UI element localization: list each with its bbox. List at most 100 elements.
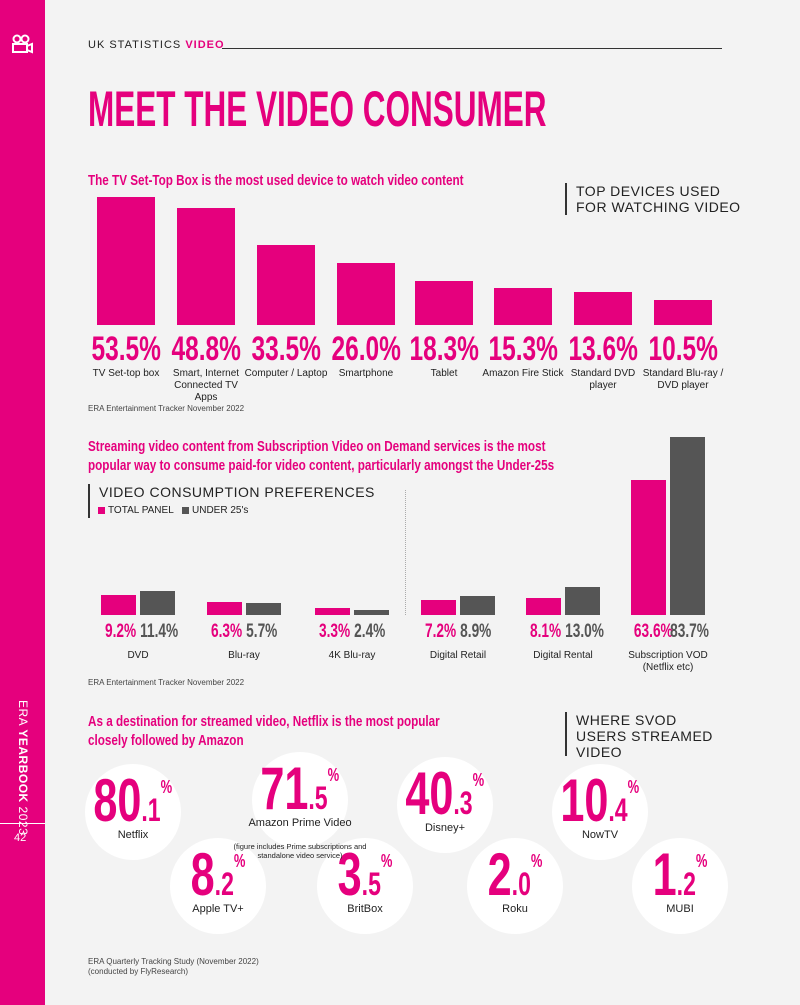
value-label: 8.9%	[460, 621, 492, 642]
value-label-box: 10.4%	[530, 757, 670, 847]
circle	[397, 757, 493, 853]
value-label-box: 8.2%	[148, 831, 288, 921]
value-label-box: 33.5%	[236, 330, 336, 369]
value-label: 53.5%	[91, 330, 161, 368]
circle	[170, 838, 266, 934]
bar	[97, 197, 155, 325]
x-tick-label: Amazon Fire Stick	[482, 368, 564, 379]
value-label: 2.0%	[487, 841, 543, 908]
x-tick-label: 4K Blu-ray	[328, 650, 376, 661]
circle	[552, 764, 648, 860]
x-tick-label: Digital Rental	[533, 650, 593, 661]
bar	[246, 602, 281, 615]
value-label-box: 9.2%	[88, 621, 138, 643]
sidebar-label: ERA YEARBOOK 2023	[16, 700, 30, 835]
chart-title: The TV Set-Top Box is the most used devi…	[88, 172, 464, 189]
x-tick-label: Standard Blu-ray / DVD player	[642, 368, 724, 391]
category-label: MUBI	[666, 903, 694, 915]
bar	[654, 299, 712, 325]
value-label: 71.5%	[260, 755, 340, 822]
circle	[317, 838, 413, 934]
topic: VIDEO	[185, 39, 225, 51]
value-label: 6.3%	[210, 621, 242, 642]
value-label-box: 1.2%	[610, 831, 750, 921]
bar	[421, 599, 456, 615]
header-rule	[222, 48, 722, 49]
value-label-box: 7.2%	[408, 621, 458, 643]
value-label-box: 80.1%	[63, 757, 203, 847]
value-label: 3.3%	[318, 621, 350, 642]
category-label: BritBox	[347, 903, 383, 915]
x-tick-label: DVD	[127, 650, 149, 661]
value-label: 83.7%	[670, 621, 709, 642]
value-label-box: 13.6%	[553, 330, 653, 369]
annotation: (figure includes Prime subscriptions and…	[233, 842, 367, 860]
value-label-box: 8.1%	[513, 621, 563, 643]
value-label-box: 6.3%	[194, 621, 244, 643]
bar	[140, 590, 175, 615]
value-label: 15.3%	[488, 330, 558, 368]
x-tick-label: Tablet	[430, 368, 458, 379]
bar	[315, 607, 350, 615]
legend-swatch	[98, 507, 105, 514]
publication: ERA	[16, 700, 30, 726]
category-label: Roku	[502, 903, 528, 915]
legend-swatch	[182, 507, 189, 514]
value-label-box: 2.0%	[445, 831, 585, 921]
bar	[177, 208, 235, 325]
value-label: 10.5%	[648, 330, 718, 368]
value-label: 7.2%	[424, 621, 456, 642]
value-label: 8.2%	[190, 841, 246, 908]
value-label-box: 18.3%	[394, 330, 494, 369]
bar	[207, 601, 242, 615]
value-label: 8.1%	[529, 621, 561, 642]
value-label-box: 83.7%	[668, 621, 718, 643]
camera-icon	[12, 34, 33, 54]
value-label-box: 63.6%	[618, 621, 673, 643]
page-title: MEET THE VIDEO CONSUMER	[88, 81, 547, 137]
value-label: 5.7%	[246, 621, 278, 642]
sidebar-rule	[0, 823, 45, 824]
bar	[526, 597, 561, 615]
bar	[354, 609, 389, 615]
value-label: 3.5%	[337, 841, 393, 908]
bar	[257, 244, 315, 325]
category-label: Netflix	[117, 829, 149, 841]
category-label: NowTV	[581, 829, 619, 841]
source: (conducted by FlyResearch)	[88, 967, 189, 976]
chart-heading: WHERE SVOD USERS STREAMED VIDEO	[565, 712, 726, 760]
value-label-box: 8.9%	[458, 621, 508, 643]
publication-bold: YEARBOOK	[16, 729, 30, 803]
circle	[467, 838, 563, 934]
value-label: 11.4%	[140, 621, 179, 642]
circle	[85, 764, 181, 860]
value-label: 48.8%	[171, 330, 241, 368]
year: 2023	[16, 806, 30, 836]
value-label: 1.2%	[652, 841, 708, 908]
bar	[337, 262, 395, 325]
chart-heading: TOP DEVICES USED FOR WATCHING VIDEO	[565, 183, 746, 215]
x-tick-label: Smartphone	[338, 368, 394, 379]
bar	[670, 436, 705, 615]
category-label: Apple TV+	[192, 903, 244, 915]
chart-heading: VIDEO CONSUMPTION PREFERENCES	[88, 484, 399, 518]
bar	[565, 587, 600, 615]
value-label-box: 15.3%	[473, 330, 573, 369]
header: UK STATISTICS VIDEO	[88, 39, 225, 51]
sidebar	[0, 0, 45, 1005]
value-label: 13.6%	[568, 330, 638, 368]
value-label-box: 48.8%	[156, 330, 256, 369]
legend-label: TOTAL PANEL	[108, 505, 174, 516]
x-tick-label: Smart, Internet Connected TV Apps	[172, 368, 240, 403]
value-label: 9.2%	[104, 621, 136, 642]
value-label: 26.0%	[331, 330, 401, 368]
bar	[631, 479, 666, 615]
value-label: 40.3%	[405, 760, 485, 827]
value-label-box: 26.0%	[316, 330, 416, 369]
category-label: Amazon Prime Video	[248, 817, 352, 829]
value-label-box: 40.3%	[375, 750, 515, 840]
value-label-box: 13.0%	[563, 621, 613, 643]
section: UK STATISTICS	[88, 39, 182, 51]
bar	[415, 281, 473, 325]
